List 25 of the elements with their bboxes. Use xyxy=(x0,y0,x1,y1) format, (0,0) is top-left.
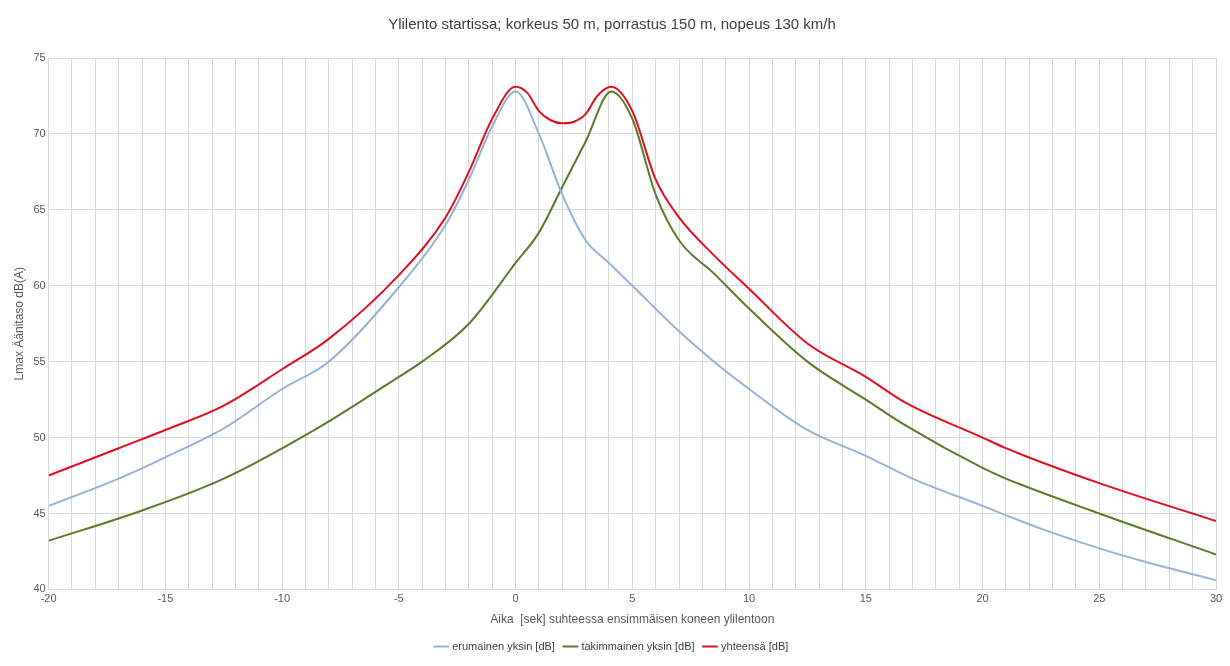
legend-label: yhteensä [dB] xyxy=(721,639,789,652)
x-tick-label: 30 xyxy=(1209,592,1223,605)
x-tick-label: 25 xyxy=(1093,592,1106,605)
x-tick-label: 5 xyxy=(629,592,636,605)
y-tick-label: 60 xyxy=(33,278,46,291)
y-tick-label: 65 xyxy=(33,202,46,215)
x-tick-label: 15 xyxy=(859,592,872,605)
x-tick-label: -15 xyxy=(157,592,174,605)
y-tick-label: 75 xyxy=(33,51,46,64)
y-tick-label: 70 xyxy=(33,126,46,139)
x-tick-label: 0 xyxy=(512,592,519,605)
y-tick-label: 55 xyxy=(33,354,46,367)
x-axis-title: Aika [sek] suhteessa ensimmäisen koneen ylilentoon xyxy=(490,612,775,627)
chart-title: Ylilento startissa; korkeus 50 m, porrastus 150 m, nopeus 130 km/h xyxy=(388,15,836,33)
y-tick-label: 50 xyxy=(33,430,46,443)
legend-label: takimmainen yksin [dB] xyxy=(581,639,695,652)
x-tick-label: -20 xyxy=(40,592,57,605)
legend-label: erumainen yksin [dB] xyxy=(452,639,555,652)
x-tick-label: -5 xyxy=(393,592,404,605)
y-tick-label: 45 xyxy=(33,506,46,519)
x-tick-label: -10 xyxy=(274,592,291,605)
x-tick-label: 20 xyxy=(976,592,989,605)
x-tick-label: 10 xyxy=(742,592,756,605)
y-axis-title: Lmax Äänitaso dB(A) xyxy=(11,267,26,381)
y-tick-label: 40 xyxy=(33,582,46,595)
